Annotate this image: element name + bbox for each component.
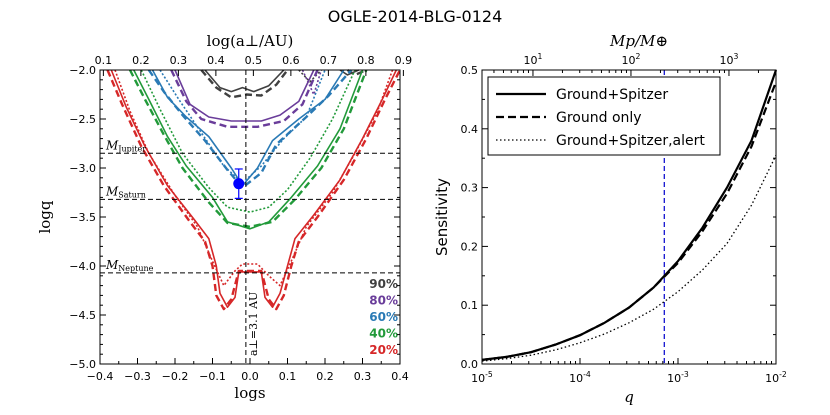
- right-xtick-label: 10-5: [471, 370, 493, 385]
- left-y-axis-label: logq: [36, 200, 54, 233]
- left-ytick-label: −3.5: [69, 211, 96, 224]
- right-panel-sensitivity-chart: Ground+Spitzer Ground only Ground+Spitzer,…: [433, 32, 787, 406]
- series-ground-only-line: [481, 81, 778, 361]
- contour-90-solid-line: [204, 69, 285, 93]
- series-ground-spitzer-alert-line: [481, 155, 777, 362]
- contour-label-60: 60%: [369, 310, 398, 324]
- right-top-tick-label-exponent: 2: [636, 52, 641, 61]
- ref-label-symbol: M: [105, 138, 119, 152]
- right-top-tick-label-exponent: 3: [734, 52, 739, 61]
- right-ytick-label: 0.2: [461, 240, 479, 253]
- left-top-tick-label: 0.9: [395, 54, 413, 67]
- right-xtick-label: 10-4: [569, 370, 591, 385]
- ref-label-subscript: Neptune: [118, 264, 153, 273]
- right-xtick-label-exponent: -4: [583, 370, 591, 379]
- contour-40-dotted-line: [140, 69, 356, 213]
- left-top-tick-label: 0.1: [95, 54, 113, 67]
- legend-label: Ground+Spitzer,alert: [556, 133, 705, 149]
- contour-label-80: 80%: [369, 294, 398, 308]
- contour-20-dotted-line: [114, 69, 394, 287]
- right-xtick-label-exponent: -5: [485, 370, 493, 379]
- right-xtick-label-base: 10: [667, 372, 681, 385]
- left-xtick-label: 0.0: [241, 370, 259, 383]
- right-top-tick-label-base: 10: [524, 54, 538, 67]
- right-xtick-label-base: 10: [569, 372, 583, 385]
- left-xtick-label: −0.2: [162, 370, 189, 383]
- right-top-axis-label: Mp/M⊕: [609, 32, 668, 50]
- left-top-tick-label: 0.7: [320, 54, 338, 67]
- left-x-axis-label: logs: [234, 384, 265, 402]
- right-xtick-label: 10-2: [765, 370, 787, 385]
- right-ytick-label: 0.5: [461, 64, 479, 77]
- right-top-tick-label: 103: [720, 52, 739, 67]
- contour-80-dashed-line: [170, 69, 319, 129]
- contour-80-dotted-line: [301, 69, 323, 96]
- left-ytick-label: −4.5: [69, 309, 96, 322]
- planet-point: [233, 178, 245, 190]
- left-ytick-label: −5.0: [69, 358, 96, 371]
- left-xtick-label: −0.4: [87, 370, 114, 383]
- ref-label-subscript: Saturn: [118, 190, 146, 199]
- right-top-tick-label: 101: [524, 52, 543, 67]
- right-xtick-label-base: 10: [765, 372, 779, 385]
- ref-label-saturn: MSaturn: [105, 184, 146, 199]
- contour-90-dashed-line: [200, 69, 289, 99]
- ref-label-jupiter: MJupiter: [105, 138, 146, 153]
- left-xtick-label: 0.1: [279, 370, 297, 383]
- contour-40-dashed-line: [128, 69, 368, 229]
- contour-label-20: 20%: [369, 343, 398, 357]
- ref-label-subscript: Jupiter: [117, 144, 146, 153]
- contour-label-40: 40%: [369, 327, 398, 341]
- right-top-tick-label: 102: [622, 52, 641, 67]
- right-ytick-label: 0.3: [461, 182, 479, 195]
- contour-label-90: 90%: [369, 277, 398, 291]
- figure-title: OGLE-2014-BLG-0124: [328, 7, 503, 26]
- right-top-tick-label-exponent: 1: [538, 52, 543, 61]
- left-top-tick-label: 0.8: [357, 54, 375, 67]
- ref-label-symbol: M: [105, 258, 119, 272]
- left-xtick-label: −0.3: [124, 370, 151, 383]
- right-ytick-label: 0.4: [461, 123, 479, 136]
- legend-label: Ground+Spitzer: [556, 87, 668, 103]
- right-ytick-label: 0.0: [461, 358, 479, 371]
- left-top-tick-label: 0.4: [207, 54, 225, 67]
- left-ytick-label: −3.0: [69, 162, 96, 175]
- left-top-tick-label: 0.3: [170, 54, 188, 67]
- left-ytick-label: −2.0: [69, 64, 96, 77]
- ref-label-symbol: M: [105, 184, 119, 198]
- left-ytick-label: −2.5: [69, 113, 96, 126]
- contour-90-dotted-line: [298, 69, 322, 83]
- ref-label-neptune: MNeptune: [105, 258, 154, 273]
- right-xtick-label: 10-3: [667, 370, 689, 385]
- right-xtick-label-exponent: -3: [681, 370, 689, 379]
- right-x-axis-label: q: [624, 388, 634, 406]
- left-xtick-label: 0.4: [391, 370, 409, 383]
- right-xtick-label-base: 10: [471, 372, 485, 385]
- right-top-tick-label-base: 10: [720, 54, 734, 67]
- right-xtick-label-exponent: -2: [779, 370, 787, 379]
- left-xtick-label: 0.3: [354, 370, 372, 383]
- left-xtick-label: −0.1: [199, 370, 226, 383]
- left-xtick-label: 0.2: [316, 370, 334, 383]
- left-top-tick-label: 0.6: [282, 54, 300, 67]
- left-top-axis-label: log(a⊥/AU): [207, 32, 294, 50]
- right-ytick-label: 0.1: [461, 299, 479, 312]
- right-y-axis-label: Sensitivity: [433, 178, 451, 256]
- left-top-tick-label: 0.5: [245, 54, 263, 67]
- legend: Ground+Spitzer Ground only Ground+Spitzer,…: [487, 76, 721, 156]
- a-perp-label: a⊥=3.1 AU: [247, 292, 260, 356]
- contour-20-dashed-line: [106, 69, 402, 311]
- legend-label: Ground only: [556, 110, 642, 126]
- left-top-tick-label: 0.2: [132, 54, 150, 67]
- right-top-tick-label-base: 10: [622, 54, 636, 67]
- left-ytick-label: −4.0: [69, 260, 96, 273]
- contour-60-dashed-line: [147, 69, 353, 189]
